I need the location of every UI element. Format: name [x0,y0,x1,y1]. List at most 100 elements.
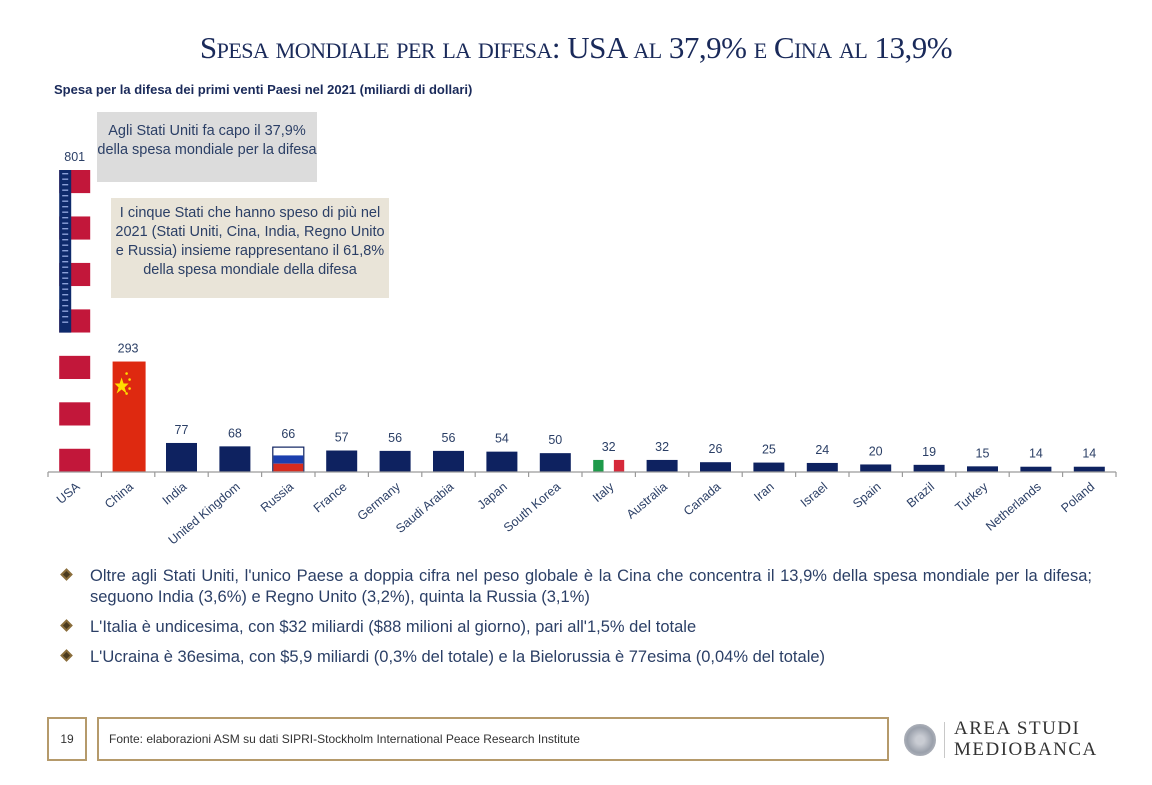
x-tick-label: Brazil [904,480,937,511]
x-tick-label: Turkey [953,479,991,514]
flag-star-small [128,387,131,390]
bar-spain [860,464,892,472]
data-label: 293 [118,342,139,356]
flag-star [62,305,69,307]
flag-star [62,200,69,202]
data-label: 14 [1082,447,1096,461]
bar-saudi-arabia [433,450,464,472]
x-tick-label: Russia [258,480,296,515]
bullet-item: Oltre agli Stati Uniti, l'unico Paese a … [60,566,1092,608]
flag-star [62,173,69,175]
flag-star [62,244,69,246]
bullet-text: Oltre agli Stati Uniti, l'unico Paese a … [90,567,1092,606]
data-label: 15 [976,446,990,460]
bullet-text: L'Italia è undicesima, con $32 miliardi … [90,618,697,636]
flag-stripe [59,402,91,426]
x-tick-label: France [311,480,350,516]
flag-star [62,316,69,318]
x-tick-label: Spain [850,480,884,511]
flag-star [62,217,69,219]
mediobanca-logo: AREA STUDI MEDIOBANCA [900,718,1140,762]
x-tick-label: USA [54,479,83,507]
bar-australia [646,459,678,472]
flag-band-blue [273,455,304,464]
bar-israel [806,462,838,472]
flag-star [62,299,69,301]
flag-star [62,211,69,213]
bar-italy [593,459,604,472]
x-tick-label: Saudi Arabia [393,480,456,536]
flag-stripe [59,332,91,356]
data-label: 77 [175,423,189,437]
flag-band-red [613,459,625,472]
flag-star-small [125,372,128,375]
flag-stripe [59,425,91,449]
seal-icon [904,724,936,756]
logo-text: AREA STUDI MEDIOBANCA [954,718,1098,760]
data-label: 25 [762,443,776,457]
flag-band-red [273,463,304,472]
x-tick-label: Germany [355,479,404,523]
data-label: 68 [228,426,242,440]
bar-usa [59,170,91,472]
data-label: 14 [1029,447,1043,461]
flag-star [62,178,69,180]
bullet-text: L'Ucraina è 36esima, con $5,9 miliardi (… [90,648,826,666]
x-tick-label: Japan [475,480,510,513]
data-label: 19 [922,445,936,459]
bar-china [112,361,146,472]
x-tick-label: Poland [1058,480,1097,516]
x-tick-label: Israel [798,480,830,510]
data-label: 32 [602,440,616,454]
x-tick-label: South Korea [501,480,563,535]
bar-turkey [967,466,998,472]
data-label: 801 [64,150,85,164]
flag-star [62,255,69,257]
data-label: 56 [442,431,456,445]
logo-line1: AREA STUDI [954,718,1081,739]
x-tick-label: Italy [590,479,617,505]
x-tick-label: Canada [681,480,724,519]
usa-share-note: Agli Stati Uniti fa capo il 37,9% della … [97,112,317,182]
flag-star [62,228,69,230]
data-label: 32 [655,440,669,454]
diamond-bullet-icon [60,568,73,581]
bar-iran [753,462,785,472]
flag-star [62,321,69,323]
flag-stripe [59,448,91,472]
data-label: 56 [388,431,402,445]
source-note: Fonte: elaborazioni ASM su dati SIPRI-St… [97,717,889,761]
flag-star-large [114,377,129,394]
data-label: 24 [815,443,829,457]
top-five-note: I cinque Stati che hanno speso di più ne… [111,198,389,298]
data-label: 26 [709,442,723,456]
bar-germany [379,450,411,472]
flag-star [62,277,69,279]
flag-star [62,233,69,235]
data-label: 20 [869,444,883,458]
bar-france [326,450,358,472]
diamond-bullet-icon [60,649,73,662]
flag-star [62,283,69,285]
data-label: 54 [495,432,509,446]
bar-united-kingdom [219,446,251,472]
x-tick-label: Australia [624,480,670,522]
page-number: 19 [47,717,87,761]
flag-star [62,195,69,197]
data-label: 50 [548,433,562,447]
flag-star [62,272,69,274]
data-label: 57 [335,431,349,445]
chart-subtitle: Spesa per la difesa dei primi venti Paes… [54,82,473,97]
logo-line2: MEDIOBANCA [954,739,1098,760]
diamond-bullet-icon [60,619,73,632]
data-label: 66 [281,427,295,441]
x-tick-label: India [160,480,190,508]
bar-brazil [913,464,945,472]
bar-canada [700,462,731,472]
flag-star-small [125,392,128,395]
bar-netherlands [1020,466,1052,472]
x-tick-label: China [102,480,136,512]
flag-star-small [128,378,131,381]
flag-star [62,261,69,263]
